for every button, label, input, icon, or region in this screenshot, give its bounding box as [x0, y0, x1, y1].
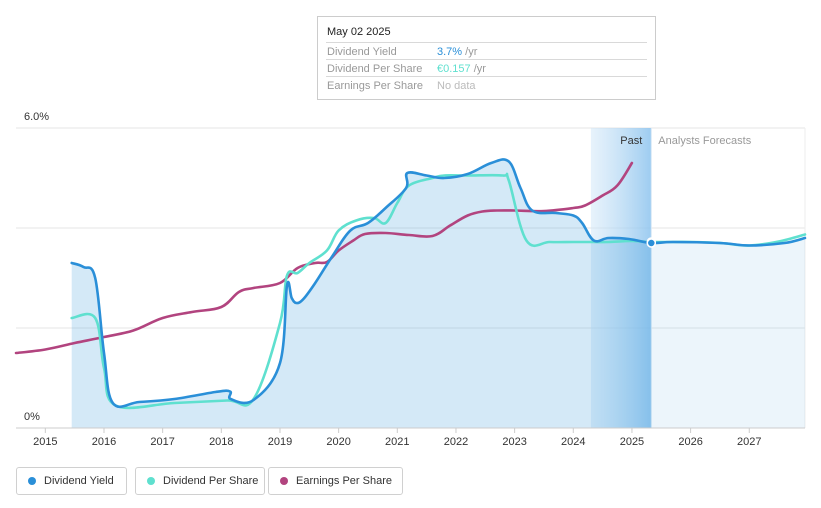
forecast-region-label: Analysts Forecasts [658, 135, 751, 147]
x-tick-label: 2024 [561, 436, 585, 448]
x-tick-label: 2020 [326, 436, 350, 448]
tooltip-value: 3.7% /yr [437, 46, 478, 58]
tooltip-row-dividend-yield: Dividend Yield 3.7% /yr [326, 42, 647, 60]
legend-earnings-per-share[interactable]: Earnings Per Share [268, 467, 403, 495]
chart-tooltip: May 02 2025 Dividend Yield 3.7% /yr Divi… [317, 16, 656, 100]
earnings-per-share-line [14, 161, 634, 355]
x-tick-label: 2015 [33, 436, 57, 448]
series-areas [71, 159, 805, 428]
dividend-yield-area-forecast [651, 238, 805, 428]
legend-marker-icon [147, 477, 155, 485]
x-tick-label: 2022 [444, 436, 468, 448]
forecast-highlight-band [590, 128, 652, 428]
tooltip-label: Dividend Yield [327, 46, 397, 58]
x-tick-label: 2016 [92, 436, 116, 448]
tooltip-label: Dividend Per Share [327, 63, 423, 75]
current-value-markers [646, 237, 657, 248]
legend-label: Dividend Yield [44, 475, 114, 487]
dividend-yield-area-past [71, 159, 652, 428]
x-tick-label: 2025 [620, 436, 644, 448]
legend-marker-icon [280, 477, 288, 485]
tooltip-row-earnings-per-share: Earnings Per Share No data [326, 76, 647, 94]
tooltip-label: Earnings Per Share [327, 80, 423, 92]
x-tick-label: 2027 [737, 436, 761, 448]
x-tick-label: 2023 [502, 436, 526, 448]
x-tick-label: 2017 [150, 436, 174, 448]
legend-label: Earnings Per Share [296, 475, 392, 487]
time-regions: Past Analysts Forecasts [590, 128, 752, 428]
dividend-yield-line [70, 158, 807, 409]
legend-dividend-per-share[interactable]: Dividend Per Share [135, 467, 265, 495]
x-tick-label: 2018 [209, 436, 233, 448]
tooltip-value: €0.157 /yr [437, 63, 486, 75]
y-axis-top-label: 6.0% [24, 111, 49, 123]
tooltip-row-dividend-per-share: Dividend Per Share €0.157 /yr [326, 59, 647, 77]
legend-dividend-yield[interactable]: Dividend Yield [16, 467, 127, 495]
legend-label: Dividend Per Share [163, 475, 259, 487]
tooltip-date: May 02 2025 [327, 26, 391, 38]
x-tick-label: 2026 [678, 436, 702, 448]
x-tick-label: 2021 [385, 436, 409, 448]
x-axis: 2015 2016 2017 2018 2019 2020 2021 2022 2023 2024… [16, 427, 805, 448]
dividend-yield-marker [646, 238, 657, 248]
legend-marker-icon [28, 477, 36, 485]
grid-lines [16, 127, 806, 428]
series-lines [14, 158, 807, 410]
y-axis-bottom-label: 0% [24, 411, 40, 423]
x-tick-label: 2019 [268, 436, 292, 448]
past-region-label: Past [620, 135, 642, 147]
tooltip-value: No data [437, 80, 476, 92]
